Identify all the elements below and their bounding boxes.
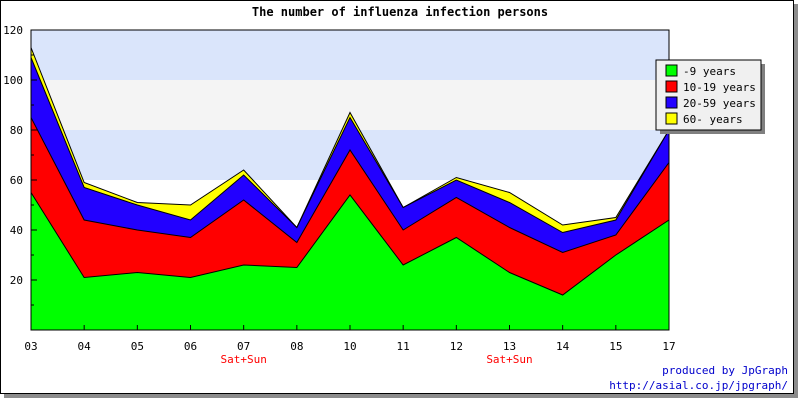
y-tick-label: 40 — [10, 224, 23, 237]
y-tick-label: 100 — [3, 74, 23, 87]
area-outline-3 — [30, 47, 670, 229]
credit-line-1: produced by JpGraph — [662, 364, 788, 377]
x-tick-label: 10 — [343, 340, 356, 353]
x-tick-label: 11 — [397, 340, 410, 353]
x-tick-label: 08 — [290, 340, 303, 353]
area-series-1 — [31, 117, 669, 295]
x-tick-label: 13 — [503, 340, 516, 353]
y-tick-label: 120 — [3, 24, 23, 37]
x-tick-label: 04 — [78, 340, 92, 353]
y-tick-label: 60 — [10, 174, 23, 187]
stacked-areas — [30, 47, 670, 330]
weekend-annotation: Sat+Sun — [486, 353, 532, 366]
weekend-annotation: Sat+Sun — [220, 353, 266, 366]
legend-swatch — [665, 96, 678, 109]
legend: -9 years 10-19 years 20-59 years 60- years — [655, 59, 765, 134]
area-outline-0 — [30, 192, 670, 296]
area-series-0 — [31, 192, 669, 330]
x-tick-label: 05 — [131, 340, 144, 353]
x-tick-label: 15 — [609, 340, 622, 353]
x-tick-labels: 03 04 05 06 07 08 10 11 12 13 14 15 17 — [24, 340, 675, 353]
area-outline-2 — [30, 57, 670, 234]
legend-label: 60- years — [683, 113, 743, 126]
legend-label: 20-59 years — [683, 97, 756, 110]
y-tick-labels: 20 40 60 80 100 120 — [3, 24, 23, 287]
legend-swatch — [665, 64, 678, 77]
x-tick-label: 14 — [556, 340, 570, 353]
axes — [30, 29, 670, 331]
legend-swatch — [665, 80, 678, 93]
legend-label: 10-19 years — [683, 81, 756, 94]
x-tick-label: 12 — [450, 340, 463, 353]
y-tick-label: 80 — [10, 124, 23, 137]
area-outline-1 — [30, 117, 670, 254]
legend-swatch — [665, 112, 678, 125]
legend-label: -9 years — [683, 65, 736, 78]
credit-line-2: http://asial.co.jp/jpgraph/ — [609, 379, 788, 392]
area-series-2 — [31, 57, 669, 253]
x-tick-label: 06 — [184, 340, 197, 353]
x-tick-label: 07 — [237, 340, 250, 353]
y-tick-label: 20 — [10, 274, 23, 287]
weekend-annotations: Sat+Sun Sat+Sun — [220, 353, 532, 366]
x-tick-label: 17 — [662, 340, 675, 353]
chart-title: The number of influenza infection person… — [252, 5, 548, 19]
background-band-0 — [31, 30, 669, 80]
x-tick-label: 03 — [24, 340, 37, 353]
